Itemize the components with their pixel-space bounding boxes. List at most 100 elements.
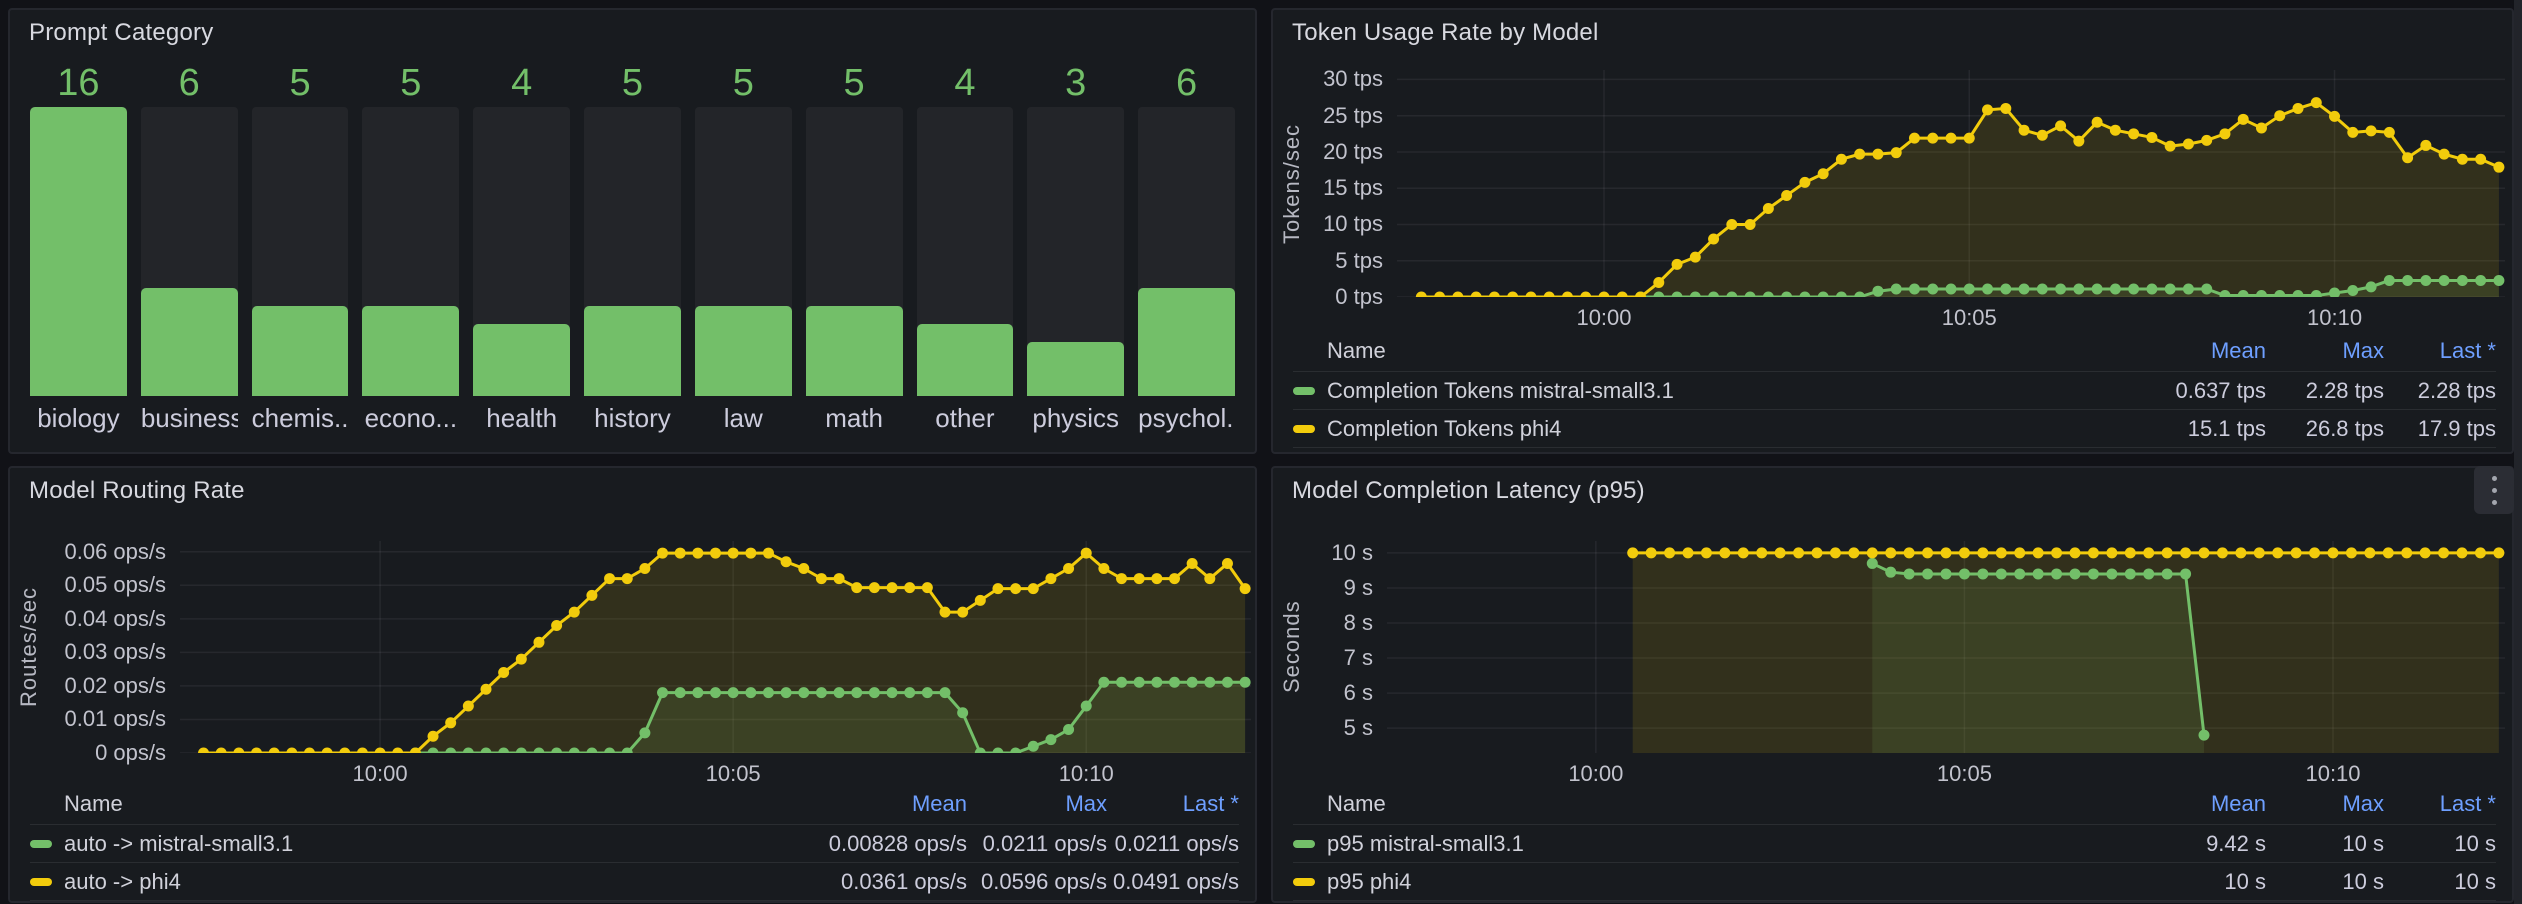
series-point <box>1774 547 1786 559</box>
legend-row[interactable]: Completion Tokens mistral-small3.1 0.637 … <box>1293 372 2496 410</box>
legend-header-stat[interactable]: Mean <box>911 791 967 816</box>
panel-title[interactable]: Prompt Category <box>29 19 214 46</box>
x-axis-tick-label: 10:05 <box>705 761 761 786</box>
series-point <box>1781 291 1793 297</box>
bar-track <box>1138 107 1235 396</box>
legend-header-stat[interactable]: Max <box>2342 338 2384 363</box>
series-point <box>356 747 368 753</box>
series-point <box>2073 135 2085 147</box>
legend-header-stat[interactable]: Last * <box>1182 791 1239 816</box>
series-point <box>1221 676 1233 688</box>
series-point <box>2036 129 2048 141</box>
legend-header-stat[interactable]: Max <box>2342 791 2384 816</box>
legend-header-stat[interactable]: Last * <box>2439 338 2496 363</box>
legend-series-name[interactable]: p95 phi4 <box>1327 868 1412 894</box>
legend-row[interactable]: p95 phi4 10 s 10 s 10 s <box>1293 863 2496 901</box>
plot-area <box>1397 70 2505 297</box>
series-point <box>957 707 969 719</box>
series-fill <box>415 682 1246 753</box>
panel-title[interactable]: Model Completion Latency (p95) <box>1292 477 1645 504</box>
series-point <box>2474 547 2486 559</box>
series-point <box>2475 153 2487 165</box>
legend-header-stat[interactable]: Mean <box>2210 338 2266 363</box>
series-point <box>2237 290 2249 297</box>
y-axis-tick-label: 10 s <box>1331 539 1373 565</box>
series-point <box>2143 547 2155 559</box>
bar-fill <box>805 305 903 396</box>
series-point <box>1098 563 1110 575</box>
series-point <box>2329 287 2341 297</box>
y-axis-tick-label: 0.01 ops/s <box>64 706 166 732</box>
series-point <box>198 747 210 753</box>
series-point <box>710 687 721 699</box>
series-point <box>2255 122 2267 134</box>
legend-stat-value: 10 s <box>2454 830 2496 856</box>
series-point <box>1854 291 1866 297</box>
legend-row[interactable]: Completion Tokens phi4 15.1 tps 26.8 tps 17… <box>1293 410 2496 448</box>
series-marker <box>1293 386 1315 395</box>
series-point <box>1940 568 1952 580</box>
legend-series-name[interactable]: auto -> phi4 <box>64 868 181 894</box>
legend-series-name[interactable]: auto -> mistral-small3.1 <box>64 830 294 856</box>
series-point <box>480 747 492 753</box>
series-point <box>904 687 916 699</box>
y-axis-tick-label: 25 tps <box>1323 102 1383 128</box>
series-point <box>1835 153 1847 165</box>
bar-category-label: health <box>486 403 558 433</box>
bar-track <box>584 107 681 396</box>
legend-row[interactable]: auto -> mistral-small3.1 0.00828 ops/s 0.0… <box>30 825 1239 863</box>
bar-fill <box>140 287 238 396</box>
series-point <box>1958 547 1970 559</box>
legend-row[interactable]: p95 mistral-small3.1 9.42 s 10 s 10 s <box>1293 825 2496 863</box>
series-point <box>974 594 986 606</box>
series-point <box>2365 281 2377 293</box>
legend-series-name[interactable]: Completion Tokens phi4 <box>1327 415 1562 441</box>
bar-category-label: history <box>594 403 671 433</box>
bar-value-label: 5 <box>400 62 422 104</box>
legend-stat-value: 26.8 tps <box>2305 415 2384 441</box>
series-point <box>1817 168 1829 180</box>
legend-series-name[interactable]: p95 mistral-small3.1 <box>1327 830 1524 856</box>
series-point <box>2382 547 2394 559</box>
legend-header-stat[interactable]: Max <box>1065 791 1107 816</box>
series-point <box>1645 547 1657 559</box>
series-point <box>1799 291 1811 297</box>
series-point <box>498 666 510 678</box>
bar-fill <box>694 305 792 396</box>
series-point <box>780 556 792 568</box>
series-point <box>692 547 704 559</box>
legend-header-name[interactable]: Name <box>1327 338 1386 363</box>
series-point <box>374 747 386 753</box>
legend-header-stat[interactable]: Last * <box>2439 791 2496 816</box>
legend-stat-value: 0.637 tps <box>2175 377 2266 403</box>
bar-column: 6 business <box>140 63 238 436</box>
y-axis-tick-label: 20 tps <box>1323 138 1383 164</box>
series-point <box>1682 547 1694 559</box>
legend-table: Name Mean Max Last * Completion Tokens mistr… <box>1293 331 2496 448</box>
legend-header-name[interactable]: Name <box>1327 791 1386 816</box>
series-point <box>1027 583 1039 595</box>
panel-title[interactable]: Model Routing Rate <box>29 477 245 504</box>
series-point <box>1010 583 1022 595</box>
series-point <box>2383 274 2395 286</box>
series-point <box>533 747 545 753</box>
scrollbar[interactable] <box>2514 0 2522 904</box>
legend-header-stat[interactable]: Mean <box>2210 791 2266 816</box>
panel-title[interactable]: Token Usage Rate by Model <box>1292 19 1599 46</box>
series-point <box>303 747 315 753</box>
bar-value-label: 4 <box>511 62 533 104</box>
series-point <box>2198 729 2210 741</box>
series-point <box>1169 676 1180 688</box>
bar-track <box>805 107 903 396</box>
series-point <box>2438 547 2450 559</box>
legend-row[interactable]: auto -> phi4 0.0361 ops/s 0.0596 ops/s 0.04… <box>30 863 1239 901</box>
series-point <box>1186 676 1198 688</box>
legend-series-name[interactable]: Completion Tokens mistral-small3.1 <box>1327 377 1674 403</box>
series-point <box>2146 283 2158 295</box>
series-point <box>2383 126 2395 138</box>
series-point <box>2274 290 2286 297</box>
panel-menu-button[interactable] <box>2474 466 2514 514</box>
x-axis-tick-label: 10:00 <box>352 761 408 786</box>
legend-stat-value: 2.28 tps <box>2305 377 2384 403</box>
legend-header-name[interactable]: Name <box>64 791 123 816</box>
